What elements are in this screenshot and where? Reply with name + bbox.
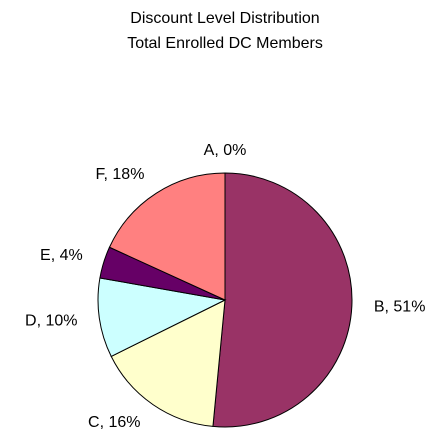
- pie-slice: [108, 172, 226, 301]
- pie-slice: [97, 277, 227, 358]
- chart-title: Discount Level Distribution: [130, 10, 319, 27]
- data-label: A, 0%: [204, 142, 247, 159]
- data-label: B, 51%: [374, 298, 426, 315]
- data-label: C, 16%: [88, 414, 140, 431]
- pie-slice: [110, 299, 226, 427]
- data-label: D, 10%: [25, 312, 77, 329]
- data-label: E, 4%: [40, 247, 83, 264]
- chart-subtitle: Total Enrolled DC Members: [127, 35, 323, 52]
- data-label: F, 18%: [96, 166, 145, 183]
- pie-slice: [212, 172, 353, 428]
